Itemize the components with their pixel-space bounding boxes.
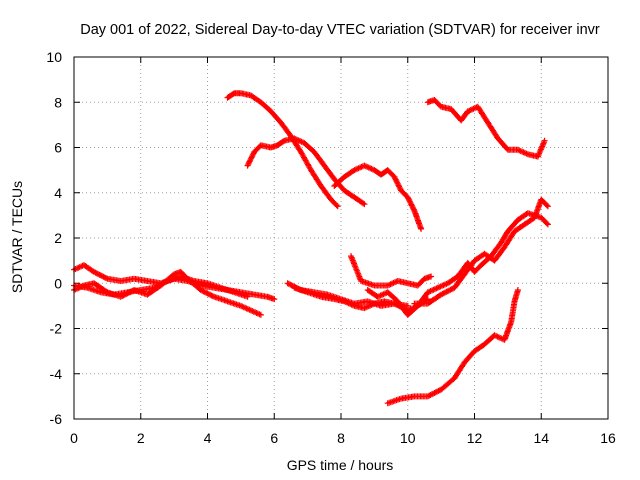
y-tick-label: 0 — [54, 275, 62, 291]
plot-frame — [73, 56, 609, 420]
series-s8 — [291, 284, 411, 312]
series-s9 — [348, 253, 435, 289]
x-tick-label: 10 — [400, 430, 416, 446]
x-tick-label: 4 — [204, 430, 212, 446]
y-tick-label: 10 — [46, 49, 62, 65]
x-tick-label: 6 — [270, 430, 278, 446]
series-markers — [348, 253, 435, 289]
series-markers — [384, 287, 521, 407]
y-axis-label: SDTVAR / TECUs — [9, 181, 25, 293]
x-axis-label: GPS time / hours — [287, 457, 394, 473]
series-s4 — [224, 90, 341, 210]
y-tick-label: -4 — [50, 366, 63, 382]
y-tick-label: 2 — [54, 230, 62, 246]
y-tick-label: 4 — [54, 185, 62, 201]
x-tick-label: 8 — [337, 430, 345, 446]
x-tick-label: 0 — [70, 430, 78, 446]
x-tick-label: 12 — [467, 430, 483, 446]
y-tick-label: 8 — [54, 94, 62, 110]
series-markers — [291, 284, 411, 312]
chart-title: Day 001 of 2022, Sidereal Day-to-day VTE… — [80, 22, 600, 38]
series-s13 — [384, 287, 521, 407]
y-tick-label: -2 — [50, 321, 63, 337]
series-s6 — [331, 162, 425, 232]
y-tick-label: 6 — [54, 140, 62, 156]
series-markers — [224, 90, 341, 210]
series-s11 — [411, 196, 551, 307]
series-markers — [424, 97, 548, 160]
x-tick-label: 16 — [600, 430, 616, 446]
series-markers — [411, 196, 551, 307]
x-tick-label: 14 — [533, 430, 549, 446]
y-tick-label: -6 — [50, 411, 63, 427]
series-markers — [331, 162, 425, 232]
axis-ticks: 0 2 4 6 8 10 12 14 16 -6 -4 -2 0 2 4 6 8 10 — [46, 49, 616, 446]
series-s12 — [424, 97, 548, 160]
x-tick-label: 2 — [137, 430, 145, 446]
